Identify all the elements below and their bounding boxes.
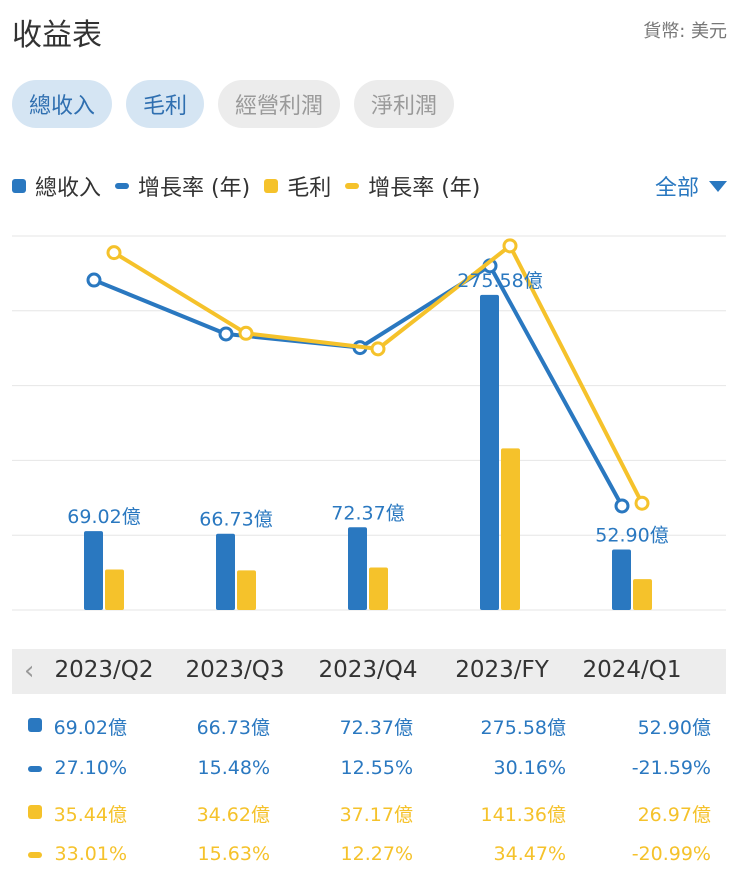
range-filter-dropdown[interactable]: 全部 — [655, 170, 727, 202]
legend-label: 增長率 (年) — [368, 176, 481, 201]
legend-dash-icon — [115, 183, 130, 189]
revenue-growth-point — [86, 272, 102, 288]
series-square-icon — [28, 718, 42, 732]
period-label[interactable]: 2023/Q2 — [54, 657, 154, 683]
legend-item-gross-profit[interactable]: 毛利 — [264, 170, 331, 202]
series-dash-icon — [28, 852, 42, 858]
table-cell: 15.63% — [197, 843, 270, 865]
period-label[interactable]: 2023/FY — [455, 657, 549, 683]
gross-profit-bar — [633, 579, 652, 610]
table-cell: 12.27% — [340, 843, 413, 865]
bar-value-label: 69.02億 — [67, 506, 140, 528]
period-label[interactable]: 2023/Q3 — [185, 657, 285, 683]
profit-growth-point — [106, 245, 122, 261]
period-header: ‹ 2023/Q2 2023/Q3 2023/Q4 2023/FY 2024/Q… — [12, 649, 726, 694]
gross-profit-bar — [237, 570, 256, 610]
series-square-icon — [28, 805, 42, 819]
table-cell: 12.55% — [340, 757, 413, 779]
revenue-bar — [216, 533, 235, 610]
table-cell: 27.10% — [54, 757, 127, 779]
tab-operating-profit[interactable]: 經營利潤 — [218, 80, 341, 128]
period-label[interactable]: 2024/Q1 — [582, 657, 682, 683]
profit-growth-point — [370, 341, 386, 357]
table-cell: 52.90億 — [637, 717, 711, 739]
tab-gross-profit[interactable]: 毛利 — [126, 80, 205, 128]
profit-growth-point — [238, 325, 254, 341]
legend-label: 總收入 — [35, 176, 102, 201]
page-title: 收益表 — [12, 18, 102, 53]
bar-value-label: 52.90億 — [595, 525, 668, 547]
table-cell: 15.48% — [197, 757, 270, 779]
chart-grid — [12, 235, 726, 611]
series-dash-icon — [28, 766, 42, 772]
chart-bar-labels: 69.02億 66.73億 72.37億 275.58億 52.90億 — [67, 270, 668, 547]
metric-tabs: 總收入 毛利 經營利潤 淨利潤 — [12, 80, 455, 128]
bar-value-label: 72.37億 — [331, 502, 404, 524]
table-cell: 66.73億 — [196, 717, 270, 739]
table-cell: 34.62億 — [196, 804, 270, 826]
table-cell: 35.44億 — [53, 804, 127, 826]
table-cell: 275.58億 — [480, 717, 566, 739]
revenue-growth-point — [218, 326, 234, 342]
combo-chart: 69.02億 66.73億 72.37億 275.58億 52.90億 — [12, 235, 726, 611]
table-cell: 34.47% — [493, 843, 566, 865]
legend-label: 毛利 — [287, 176, 332, 201]
table-cell: -21.59% — [631, 757, 711, 779]
table-row: 33.01% 15.63% 12.27% 34.47% -20.99% — [0, 840, 743, 870]
table-cell: 26.97億 — [637, 804, 711, 826]
profit-growth-point — [634, 495, 650, 511]
period-label[interactable]: 2023/Q4 — [318, 657, 418, 683]
chevron-left-icon[interactable]: ‹ — [24, 656, 35, 686]
table-row: 69.02億 66.73億 72.37億 275.58億 52.90億 — [0, 710, 743, 740]
gross-profit-bar — [105, 569, 124, 610]
table-cell: 69.02億 — [53, 717, 127, 739]
profit-growth-line — [112, 243, 644, 505]
legend-square-icon — [264, 179, 279, 193]
legend-item-revenue[interactable]: 總收入 — [12, 170, 101, 202]
legend-square-icon — [12, 179, 26, 193]
legend-item-revenue-growth[interactable]: 增長率 (年) — [115, 170, 250, 202]
chart-legend: 總收入 增長率 (年) 毛利 增長率 (年) — [12, 170, 494, 202]
revenue-growth-point — [614, 498, 630, 514]
currency-label: 貨幣: 美元 — [643, 21, 727, 42]
revenue-bar — [348, 527, 367, 610]
gross-profit-bar — [369, 567, 388, 610]
table-cell: 30.16% — [493, 757, 566, 779]
revenue-bar — [84, 531, 103, 610]
table-cell: 141.36億 — [480, 804, 566, 826]
table-cell: 72.37億 — [339, 717, 413, 739]
tab-net-profit[interactable]: 淨利潤 — [354, 80, 455, 128]
legend-item-profit-growth[interactable]: 增長率 (年) — [345, 170, 480, 202]
revenue-bar — [480, 294, 499, 610]
table-row: 35.44億 34.62億 37.17億 141.36億 26.97億 — [0, 797, 743, 827]
table-row: 27.10% 15.48% 12.55% 30.16% -21.59% — [0, 754, 743, 784]
chart-lines — [86, 238, 650, 514]
gross-profit-bar — [501, 448, 520, 610]
revenue-bar — [612, 549, 631, 610]
bar-value-label: 275.58億 — [457, 270, 542, 292]
profit-growth-point — [502, 238, 518, 254]
table-cell: 37.17億 — [339, 804, 413, 826]
range-filter-label: 全部 — [654, 176, 699, 201]
caret-down-icon — [709, 180, 727, 192]
bar-value-label: 66.73億 — [199, 509, 272, 531]
table-cell: 33.01% — [54, 843, 127, 865]
tab-total-revenue[interactable]: 總收入 — [12, 80, 113, 128]
chart-bars — [84, 294, 652, 610]
legend-label: 增長率 (年) — [138, 176, 251, 201]
table-cell: -20.99% — [631, 843, 711, 865]
legend-dash-icon — [345, 183, 360, 189]
